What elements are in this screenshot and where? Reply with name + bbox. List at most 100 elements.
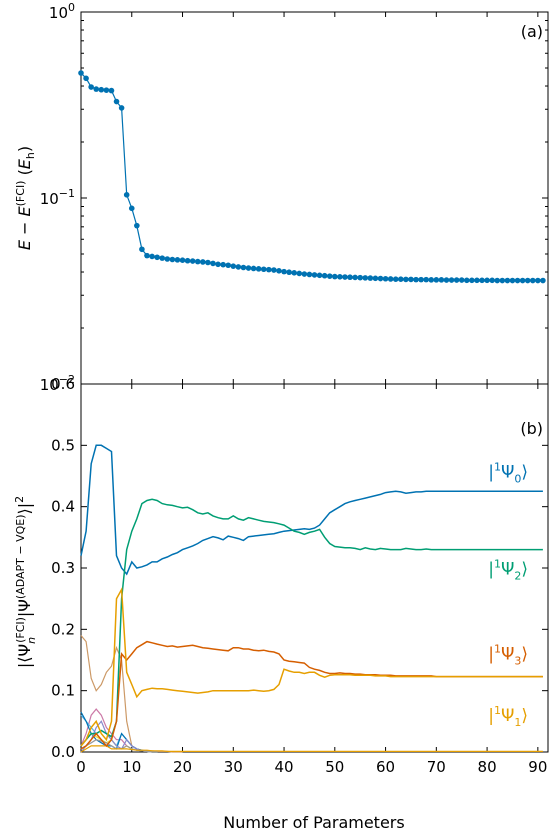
panel-a-frame: [80, 11, 549, 385]
panel-a-point: [113, 98, 120, 105]
panel-a-point: [134, 222, 140, 229]
panel-a-point: [458, 277, 465, 283]
panel-a-point: [276, 268, 282, 274]
panel-a-point: [438, 277, 445, 283]
panel-a-point: [392, 276, 399, 282]
panel-a-point: [479, 277, 485, 284]
panel-a-point: [301, 271, 308, 277]
panel-a-label: (a): [521, 22, 543, 41]
panel-b-ytick-label: 0.3: [51, 559, 75, 577]
panel-a-point: [118, 105, 125, 111]
panel-a-point: [108, 87, 115, 94]
panel-a-point: [144, 252, 150, 259]
panel-b-ytick-label: 0.5: [51, 436, 75, 454]
panel-b-label: (b): [520, 419, 543, 438]
panel-a-point: [93, 86, 100, 92]
panel-a-point: [235, 264, 242, 270]
panel-b-ytick-label: 0.6: [51, 375, 75, 393]
panel-a-plot: [78, 70, 546, 284]
panel-a-point: [362, 275, 369, 281]
panel-a-point: [159, 255, 166, 261]
panel-a-point: [78, 70, 84, 76]
panel-b-state-label: |1Ψ3⟩: [488, 642, 528, 667]
panel-a-point: [382, 275, 389, 282]
panel-b-xtick-label: 0: [76, 758, 86, 776]
panel-a-ticks: 100 10−1 10−2: [40, 1, 548, 394]
panel-a-point: [524, 277, 531, 284]
panel-b-ytick-label: 0.1: [51, 682, 75, 700]
panel-a-point: [174, 257, 181, 263]
panel-b-series-line: [80, 745, 543, 753]
panel-b-xtick-label: 60: [376, 758, 395, 776]
panel-a-point: [296, 270, 303, 277]
panel-a-point: [448, 277, 455, 283]
panel-a-point: [535, 277, 541, 284]
panel-a-point: [514, 277, 521, 284]
panel-a-point: [266, 266, 272, 273]
panel-a-point: [240, 264, 247, 271]
panel-a-point: [281, 268, 287, 275]
panel-b-frame: [80, 383, 549, 753]
panel-b-ytick-label: 0.4: [51, 498, 75, 516]
panel-b-state-label: |1Ψ0⟩: [488, 460, 528, 485]
panel-b-series-line: [80, 586, 543, 747]
panel-a-point: [519, 277, 526, 284]
panel-a-point: [306, 271, 313, 278]
panel-b-xtick-label: 20: [173, 758, 192, 776]
panel-a-point: [387, 276, 394, 282]
panel-b-xtick-label: 90: [528, 758, 547, 776]
panel-b-xtick-label: 10: [122, 758, 141, 776]
panel-b-xtick-label: 30: [224, 758, 243, 776]
panel-a-point: [123, 192, 130, 198]
panel-b-xtick-label: 40: [274, 758, 293, 776]
panel-a-point: [220, 261, 226, 268]
panel-a-point: [103, 87, 110, 93]
panel-a-point: [184, 257, 191, 264]
panel-a-point: [433, 277, 440, 283]
panel-a-point: [321, 272, 328, 279]
panel-a-point: [332, 273, 338, 280]
panel-a-point: [291, 270, 297, 276]
panel-a-point: [260, 266, 267, 273]
panel-a-ytick-label: 10−2: [40, 373, 75, 394]
panel-a-point: [286, 269, 292, 276]
panel-a-point: [529, 277, 536, 284]
panel-a-series-line: [80, 72, 543, 282]
panel-a-point: [311, 272, 318, 278]
panel-a-point: [377, 275, 384, 282]
panel-b-xtick-label: 50: [325, 758, 344, 776]
panel-a-point: [316, 272, 323, 279]
panel-a-point: [149, 253, 155, 260]
panel-a-point: [347, 274, 353, 281]
panel-a-point: [453, 277, 460, 283]
panel-a-point: [397, 276, 404, 282]
panel-a-point: [484, 277, 490, 284]
panel-a-point: [509, 277, 516, 284]
panel-b-series-line: [80, 498, 543, 747]
panel-b: 0 10 20 30 40 50 60 70 80 90 0.0 0.1 0.2 0.3 0.4 0.5 0.6…: [13, 375, 549, 832]
panel-a-point: [357, 274, 363, 281]
panel-a-point: [250, 265, 257, 272]
panel-b-ticks: 0 10 20 30 40 50 60 70 80 90 0.0 0.1 0.2 0.3 0.4 0.5 0.6: [51, 375, 548, 776]
panel-a-point: [215, 261, 221, 268]
panel-a-point: [403, 276, 409, 283]
panel-a-point: [428, 277, 435, 283]
panel-a-point: [255, 266, 262, 272]
panel-a-point: [474, 277, 480, 284]
panel-b-ylabel: |⟨Ψn(FCI)|Ψ(ADAPT − VQE)⟩|2: [13, 496, 38, 668]
panel-a-point: [342, 274, 348, 280]
panel-a-point: [205, 259, 211, 266]
panel-a-point: [88, 84, 94, 90]
panel-a-point: [245, 265, 252, 271]
panel-a-point: [189, 258, 196, 264]
panel-a-point: [494, 277, 501, 284]
panel-a-point: [469, 277, 475, 284]
panel-a-point: [154, 254, 160, 261]
panel-b-xlabel: Number of Parameters: [223, 813, 404, 832]
panel-a-point: [372, 275, 379, 282]
panel-a-point: [443, 277, 450, 283]
panel-b-state-label: |1Ψ1⟩: [488, 704, 528, 729]
panel-a-ytick-label: 10−1: [40, 187, 75, 208]
panel-a-point: [200, 259, 206, 265]
